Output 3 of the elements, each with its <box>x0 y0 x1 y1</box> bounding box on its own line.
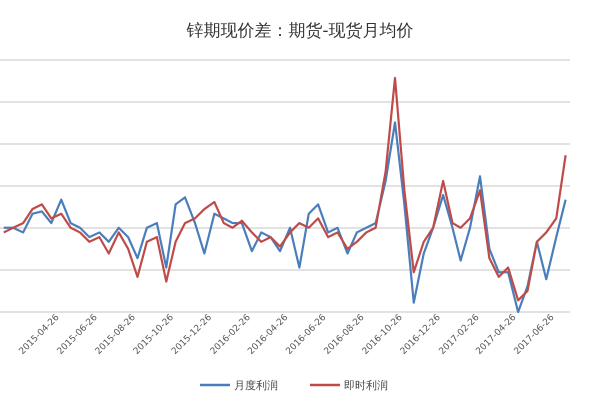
legend-label: 月度利润 <box>234 379 278 392</box>
chart-title: 锌期现价差：期货-现货月均价 <box>185 21 414 41</box>
legend-label: 即时利润 <box>344 379 388 392</box>
